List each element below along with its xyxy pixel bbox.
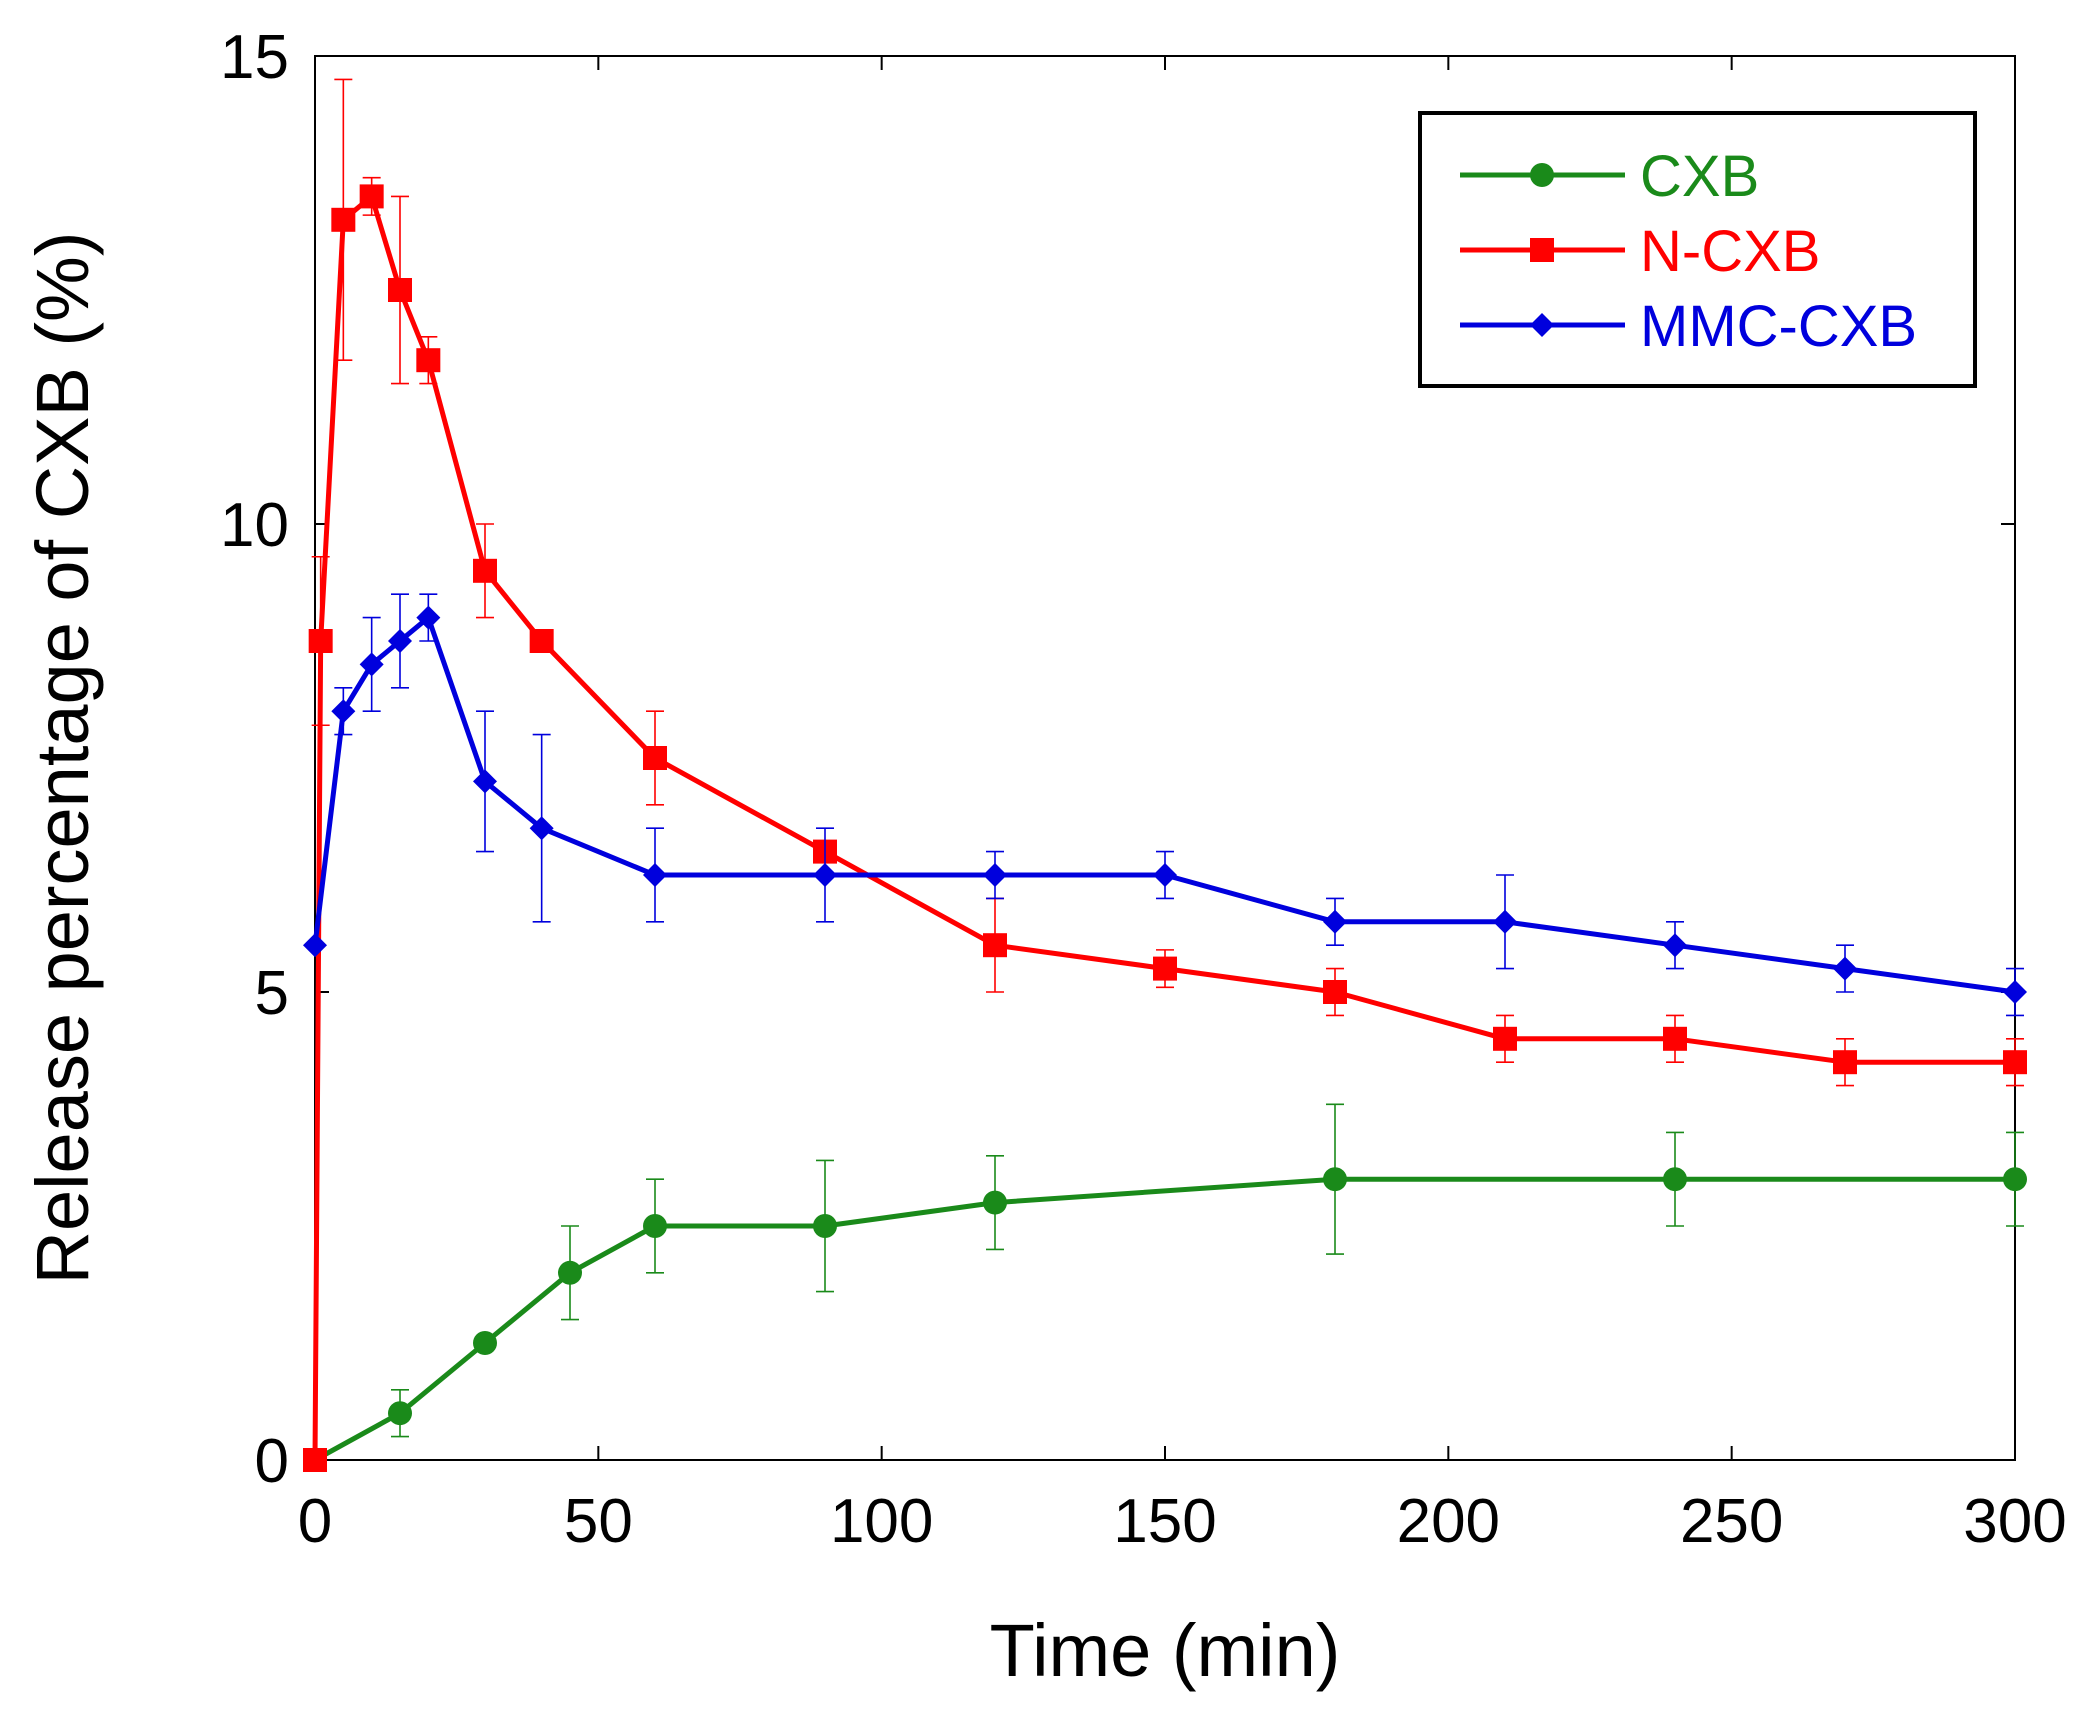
series-layer (303, 78, 2027, 1472)
data-point-mmc-cxb (473, 769, 497, 794)
legend-label-n-cxb: N-CXB (1640, 219, 1820, 284)
data-point-cxb (1663, 1167, 1687, 1192)
legend-label-mmc-cxb: MMC-CXB (1640, 294, 1917, 359)
data-point-cxb (2003, 1167, 2027, 1192)
data-point-mmc-cxb (813, 863, 837, 887)
series-mmc-cxb (303, 593, 2027, 1017)
data-point-n-cxb (303, 1448, 327, 1472)
x-tick-label: 300 (1963, 1487, 2066, 1556)
data-point-mmc-cxb (303, 933, 327, 958)
series-line-mmc-cxb (312, 615, 2016, 995)
x-tick-label: 0 (298, 1487, 332, 1556)
legend-marker-cxb (1530, 163, 1554, 187)
data-point-cxb (983, 1190, 1007, 1215)
series-cxb (303, 1103, 2027, 1472)
x-tick-label: 100 (830, 1487, 933, 1556)
legend-marker-mmc-cxb (1530, 313, 1554, 337)
data-point-cxb (558, 1260, 582, 1285)
data-point-n-cxb (359, 184, 384, 209)
data-point-mmc-cxb (529, 816, 554, 841)
data-point-mmc-cxb (1493, 909, 1517, 934)
markers-n-cxb (303, 184, 2027, 1472)
data-point-n-cxb (529, 629, 554, 653)
data-point-n-cxb (416, 348, 441, 373)
data-point-n-cxb (1493, 1026, 1517, 1051)
data-point-mmc-cxb (388, 629, 412, 653)
y-tick-label: 15 (220, 23, 289, 92)
data-point-n-cxb (1323, 980, 1347, 1004)
data-point-mmc-cxb (1323, 909, 1347, 934)
x-tick-label: 250 (1680, 1487, 1783, 1556)
legend-item-mmc-cxb: MMC-CXB (1460, 294, 1917, 359)
data-point-mmc-cxb (1833, 956, 1857, 981)
data-point-n-cxb (473, 558, 497, 583)
x-tick-label: 200 (1397, 1487, 1500, 1556)
data-point-cxb (473, 1331, 497, 1355)
data-point-n-cxb (308, 629, 333, 653)
data-point-cxb (643, 1214, 667, 1238)
markers-mmc-cxb (303, 605, 2027, 1004)
legend-item-n-cxb: N-CXB (1460, 219, 1820, 284)
x-tick-label: 50 (564, 1487, 633, 1556)
legend-marker-n-cxb (1530, 238, 1554, 262)
data-point-mmc-cxb (331, 699, 356, 724)
data-point-n-cxb (1153, 956, 1177, 981)
data-point-mmc-cxb (2003, 980, 2027, 1004)
y-tick-label: 0 (255, 1427, 289, 1496)
y-tick-labels: 0 5 10 15 (220, 23, 289, 1496)
data-point-n-cxb (1833, 1050, 1857, 1075)
x-tick-label: 150 (1113, 1487, 1216, 1556)
data-point-mmc-cxb (416, 605, 441, 630)
x-axis-title: Time (min) (990, 1609, 1341, 1692)
data-point-n-cxb (983, 933, 1007, 958)
series-line-cxb (313, 1176, 2015, 1463)
legend-item-cxb: CXB (1460, 144, 1759, 209)
data-point-n-cxb (388, 278, 412, 302)
legend-items: CXB N-CXB MMC-CXB (1460, 144, 1917, 359)
errorbars-cxb (391, 1103, 2024, 1438)
data-point-n-cxb (643, 746, 667, 770)
y-tick-label: 10 (220, 491, 289, 560)
data-point-n-cxb (2003, 1050, 2027, 1075)
errorbars-mmc-cxb (334, 593, 2024, 1017)
data-point-cxb (813, 1214, 837, 1238)
data-point-mmc-cxb (983, 863, 1007, 887)
data-point-n-cxb (1663, 1026, 1687, 1051)
data-point-cxb (1323, 1167, 1347, 1192)
data-point-mmc-cxb (1153, 863, 1177, 887)
legend: CXB N-CXB MMC-CXB (1418, 111, 1977, 388)
data-point-mmc-cxb (359, 652, 384, 677)
data-point-cxb (388, 1401, 412, 1426)
legend-label-cxb: CXB (1640, 144, 1759, 209)
data-point-n-cxb (331, 207, 356, 232)
x-tick-labels: 0 50 100 150 200 250 300 (298, 1487, 2067, 1556)
data-point-mmc-cxb (1663, 933, 1687, 958)
y-tick-label: 5 (255, 959, 289, 1028)
series-n-cxb (303, 78, 2027, 1472)
y-axis-title: Release percentage of CXB (%) (21, 232, 104, 1285)
data-point-mmc-cxb (643, 863, 667, 887)
